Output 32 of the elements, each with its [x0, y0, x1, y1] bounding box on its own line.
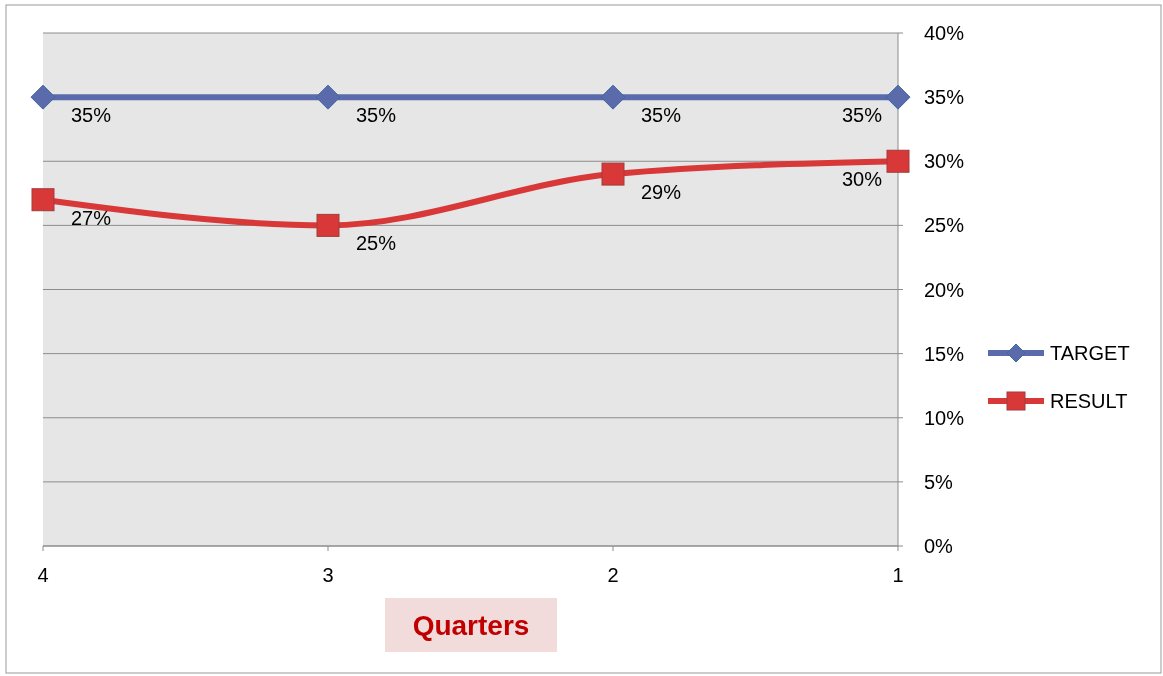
point [600, 84, 626, 110]
legend-label: RESULT [1050, 390, 1128, 412]
data-label: 30% [841, 168, 883, 191]
x-axis-title: Quarters [412, 609, 530, 641]
y-tick-label: 0% [924, 535, 954, 557]
point [315, 84, 341, 110]
point [601, 162, 625, 186]
y-tick-label: 10% [924, 406, 965, 429]
x-tick-label: 1 [892, 564, 904, 586]
data-label: 35% [356, 104, 397, 127]
y-tick-label: 25% [924, 214, 965, 237]
y-tick-label: 15% [924, 342, 965, 365]
x-tick-label: 4 [37, 564, 49, 586]
data-label: 29% [641, 181, 682, 204]
y-tick-label: 5% [924, 470, 954, 493]
y-tick-label: 35% [924, 86, 965, 109]
data-label: 27% [71, 206, 112, 229]
point [886, 149, 910, 173]
data-label: 35% [71, 104, 112, 127]
x-tick-label: 2 [607, 564, 619, 586]
data-label: 35% [641, 104, 682, 127]
point [30, 84, 56, 110]
point [31, 188, 55, 212]
point [885, 84, 911, 110]
point [316, 213, 340, 237]
y-tick-label: 40% [924, 22, 965, 44]
data-label: 35% [841, 104, 883, 127]
y-tick-label: 30% [924, 150, 965, 173]
data-label: 25% [356, 232, 397, 255]
y-tick-label: 20% [924, 278, 965, 301]
x-tick-label: 3 [322, 564, 334, 586]
legend-label: TARGET [1050, 342, 1130, 364]
